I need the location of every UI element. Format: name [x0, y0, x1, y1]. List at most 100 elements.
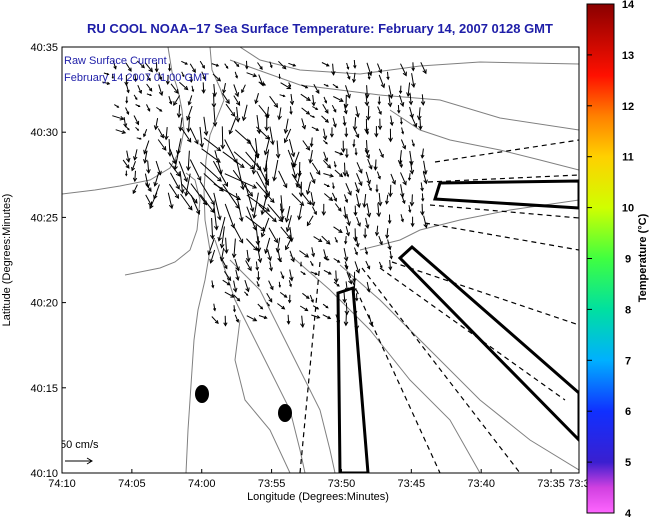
current-vector-head [182, 74, 185, 78]
current-vector-head [240, 185, 245, 191]
current-vector-head [212, 92, 217, 98]
current-vector-head [228, 129, 233, 135]
x-tick-label: 74:10 [48, 478, 76, 490]
depth-contour [234, 319, 291, 473]
current-vector [299, 305, 308, 312]
current-vector-head [333, 109, 337, 113]
current-vector [310, 271, 318, 275]
current-vector [388, 85, 393, 99]
current-vector [203, 173, 224, 192]
current-vector [225, 237, 228, 253]
current-vector [137, 85, 142, 94]
current-vector [233, 280, 237, 292]
current-vector [287, 149, 296, 167]
current-vector [278, 107, 282, 120]
current-vector-head [353, 211, 358, 217]
current-vector [407, 82, 411, 97]
current-vector-head [235, 75, 238, 79]
current-vector [169, 172, 180, 190]
current-vector-head [344, 154, 349, 159]
current-vector-head [139, 137, 142, 140]
current-vector [289, 226, 293, 242]
current-vector [145, 194, 152, 206]
current-vector-head [106, 81, 111, 85]
current-vector [301, 315, 304, 328]
chart-title: RU COOL NOAA−17 Sea Surface Temperature:… [87, 21, 553, 36]
current-vector [255, 126, 270, 140]
current-vector-head [326, 84, 329, 87]
current-vector [126, 84, 130, 93]
current-vector [335, 270, 337, 283]
current-vector-head [316, 315, 321, 319]
current-vector-head [230, 293, 235, 298]
current-vector-head [232, 287, 238, 293]
current-vector-head [358, 181, 363, 187]
current-vector [267, 249, 271, 261]
current-vector-head [269, 285, 274, 291]
current-vector-head [282, 94, 286, 98]
current-vector-head [252, 213, 257, 219]
current-vector [265, 237, 271, 254]
current-vector-head [379, 241, 383, 246]
current-vector-head [368, 321, 374, 327]
current-vector-head [257, 258, 263, 264]
current-vector [366, 203, 370, 217]
current-vector-head [286, 320, 291, 325]
current-vector [133, 115, 139, 125]
current-vector-head [146, 169, 151, 174]
current-vector [221, 226, 225, 248]
current-vector-head [332, 123, 337, 128]
current-vector [178, 104, 181, 118]
current-vector [233, 294, 240, 302]
depth-contour [389, 109, 579, 171]
current-vector-head [223, 249, 229, 254]
x-tick-label: 73:55 [258, 478, 286, 490]
current-vector-head [314, 272, 319, 276]
current-vector [310, 137, 313, 147]
current-vector [245, 260, 252, 271]
current-vector-head [355, 188, 360, 194]
current-vector-head [402, 200, 406, 205]
current-vector [258, 204, 277, 222]
current-vector [145, 182, 152, 192]
current-vector [149, 192, 158, 209]
current-vector-head [279, 215, 285, 221]
current-vector-head [226, 281, 231, 286]
current-vector [346, 71, 351, 80]
current-vector [257, 248, 261, 263]
current-vector [291, 193, 304, 206]
current-vector [346, 271, 352, 284]
current-vector [356, 216, 361, 227]
current-vector [346, 214, 350, 226]
current-vector [309, 172, 316, 184]
current-vector [246, 315, 257, 322]
current-vector [167, 192, 173, 209]
current-vector-head [235, 319, 239, 323]
current-vector [186, 105, 193, 121]
current-vector [323, 269, 332, 275]
current-vector [165, 127, 168, 140]
current-vector-head [138, 90, 142, 95]
current-vector [213, 203, 218, 230]
current-vector [367, 72, 370, 80]
current-vector-head [174, 194, 180, 199]
current-vector-head [411, 67, 415, 72]
current-vector-head [147, 187, 152, 192]
current-vector [387, 71, 389, 80]
current-vector-head [378, 69, 383, 74]
current-vector [236, 106, 239, 122]
current-vector [298, 204, 303, 220]
current-vector [332, 117, 337, 128]
current-vector-head [348, 279, 353, 285]
current-vector-head [167, 68, 172, 72]
current-vector-head [184, 62, 189, 65]
current-vector-head [245, 287, 250, 293]
current-vector-head [248, 191, 254, 197]
current-vector [397, 104, 400, 113]
current-vector [377, 203, 380, 217]
current-vector-head [153, 125, 159, 131]
current-vector-head [346, 221, 351, 227]
current-vector-head [408, 100, 414, 106]
current-vector-head [355, 243, 360, 248]
current-vector [255, 261, 258, 270]
